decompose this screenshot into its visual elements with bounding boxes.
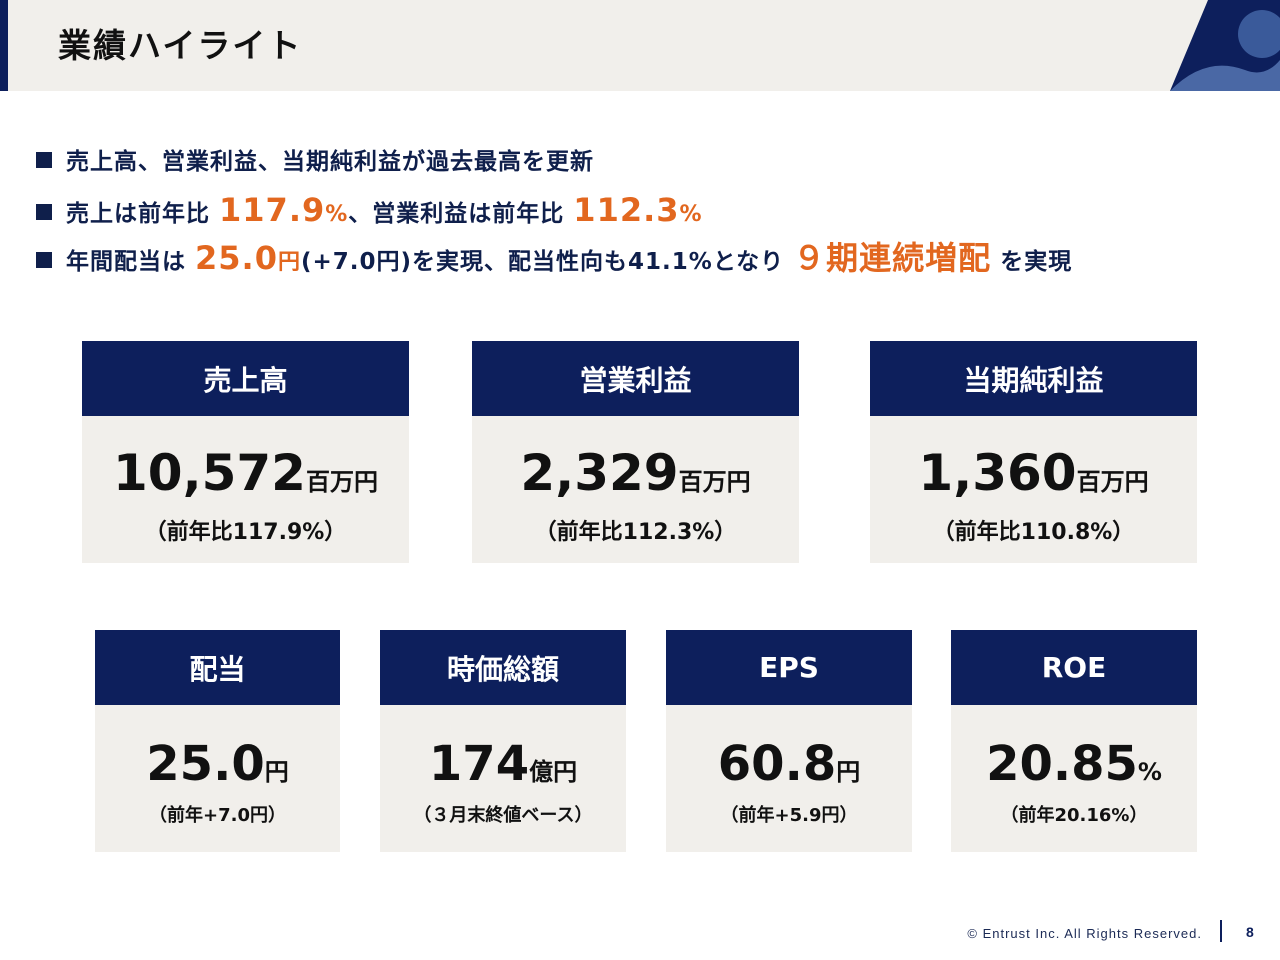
card-unit: 億円 [529, 758, 578, 786]
card-unit: 円 [836, 758, 861, 786]
card-unit: % [1137, 758, 1162, 786]
card-dividend: 配当 25.0円 （前年+7.0円） [95, 630, 340, 852]
bullet-growth: 売上は前年比 117.9%、営業利益は前年比 112.3% [36, 186, 1256, 234]
card-sub: （前年+7.0円） [149, 805, 286, 826]
header-band: 業績ハイライト [0, 0, 1280, 91]
card-sub: （前年+5.9円） [720, 805, 858, 826]
card-value: 20.85% [951, 733, 1197, 795]
card-operating-profit: 営業利益 2,329百万円 （前年比112.3%） [472, 341, 799, 563]
footer-divider [1220, 920, 1222, 942]
card-net-profit: 当期純利益 1,360百万円 （前年比110.8%） [870, 341, 1197, 563]
card-unit: 百万円 [678, 468, 751, 496]
card-number: 174 [428, 736, 530, 792]
consecutive-increase: ９期連続増配 [793, 239, 992, 277]
card-value: 10,572百万円 [82, 442, 409, 504]
card-label: 売上高 [82, 341, 409, 416]
card-value: 2,329百万円 [472, 442, 799, 504]
bullet-text: (+7.0円)を実現、配当性向も41.1%となり [300, 249, 785, 275]
card-number: 60.8 [717, 736, 837, 792]
sales-growth-value: 117.9 [219, 191, 326, 229]
corner-decoration-icon [1170, 0, 1280, 91]
card-number: 1,360 [918, 444, 1077, 502]
bullet-text: 売上高、営業利益、当期純利益が過去最高を更新 [66, 149, 594, 175]
card-number: 25.0 [146, 736, 265, 792]
dividend-unit: 円 [277, 250, 301, 275]
bullet-record-high: 売上高、営業利益、当期純利益が過去最高を更新 [36, 138, 1256, 186]
card-market-cap: 時価総額 174億円 （３月末終値ベース） [380, 630, 626, 852]
card-unit: 百万円 [1076, 468, 1149, 496]
card-sales: 売上高 10,572百万円 （前年比117.9%） [82, 341, 409, 563]
bullet-text: 売上は前年比 [66, 201, 210, 227]
card-unit: 百万円 [305, 468, 378, 496]
header-accent-bar [0, 0, 8, 91]
card-label: 営業利益 [472, 341, 799, 416]
page-number: 8 [1246, 924, 1254, 940]
card-number: 20.85 [986, 736, 1138, 792]
card-label: 時価総額 [380, 630, 626, 705]
page-title: 業績ハイライト [58, 26, 303, 65]
card-value: 1,360百万円 [870, 442, 1197, 504]
card-sub: （３月末終値ベース） [413, 805, 593, 826]
card-label: 当期純利益 [870, 341, 1197, 416]
bullet-text: 、営業利益は前年比 [348, 201, 565, 227]
bullet-dividend: 年間配当は 25.0円(+7.0円)を実現、配当性向も41.1%となり ９期連続… [36, 234, 1256, 282]
bullet-text: 年間配当は [66, 249, 186, 275]
card-value: 60.8円 [666, 733, 912, 795]
card-eps: EPS 60.8円 （前年+5.9円） [666, 630, 912, 852]
card-value: 25.0円 [95, 733, 340, 795]
dividend-value: 25.0 [195, 239, 278, 277]
footer-copyright: © Entrust Inc. All Rights Reserved. [967, 926, 1202, 941]
card-label: EPS [666, 630, 912, 705]
card-sub: （前年比112.3%） [534, 520, 737, 545]
card-sub: （前年比117.9%） [144, 520, 347, 545]
bullet-text: を実現 [1000, 249, 1073, 275]
op-profit-growth-unit: % [679, 202, 703, 227]
card-unit: 円 [264, 758, 289, 786]
highlight-bullets: 売上高、営業利益、当期純利益が過去最高を更新 売上は前年比 117.9%、営業利… [36, 138, 1256, 282]
card-value: 174億円 [380, 733, 626, 795]
card-number: 10,572 [113, 444, 306, 502]
card-roe: ROE 20.85% （前年20.16%） [951, 630, 1197, 852]
bullet-square-icon [36, 203, 52, 220]
card-label: 配当 [95, 630, 340, 705]
bullet-square-icon [36, 251, 52, 268]
card-sub: （前年比110.8%） [932, 520, 1135, 545]
card-sub: （前年20.16%） [1000, 805, 1148, 826]
card-number: 2,329 [520, 444, 679, 502]
bullet-square-icon [36, 151, 52, 168]
sales-growth-unit: % [325, 202, 349, 227]
op-profit-growth-value: 112.3 [573, 191, 680, 229]
card-label: ROE [951, 630, 1197, 705]
